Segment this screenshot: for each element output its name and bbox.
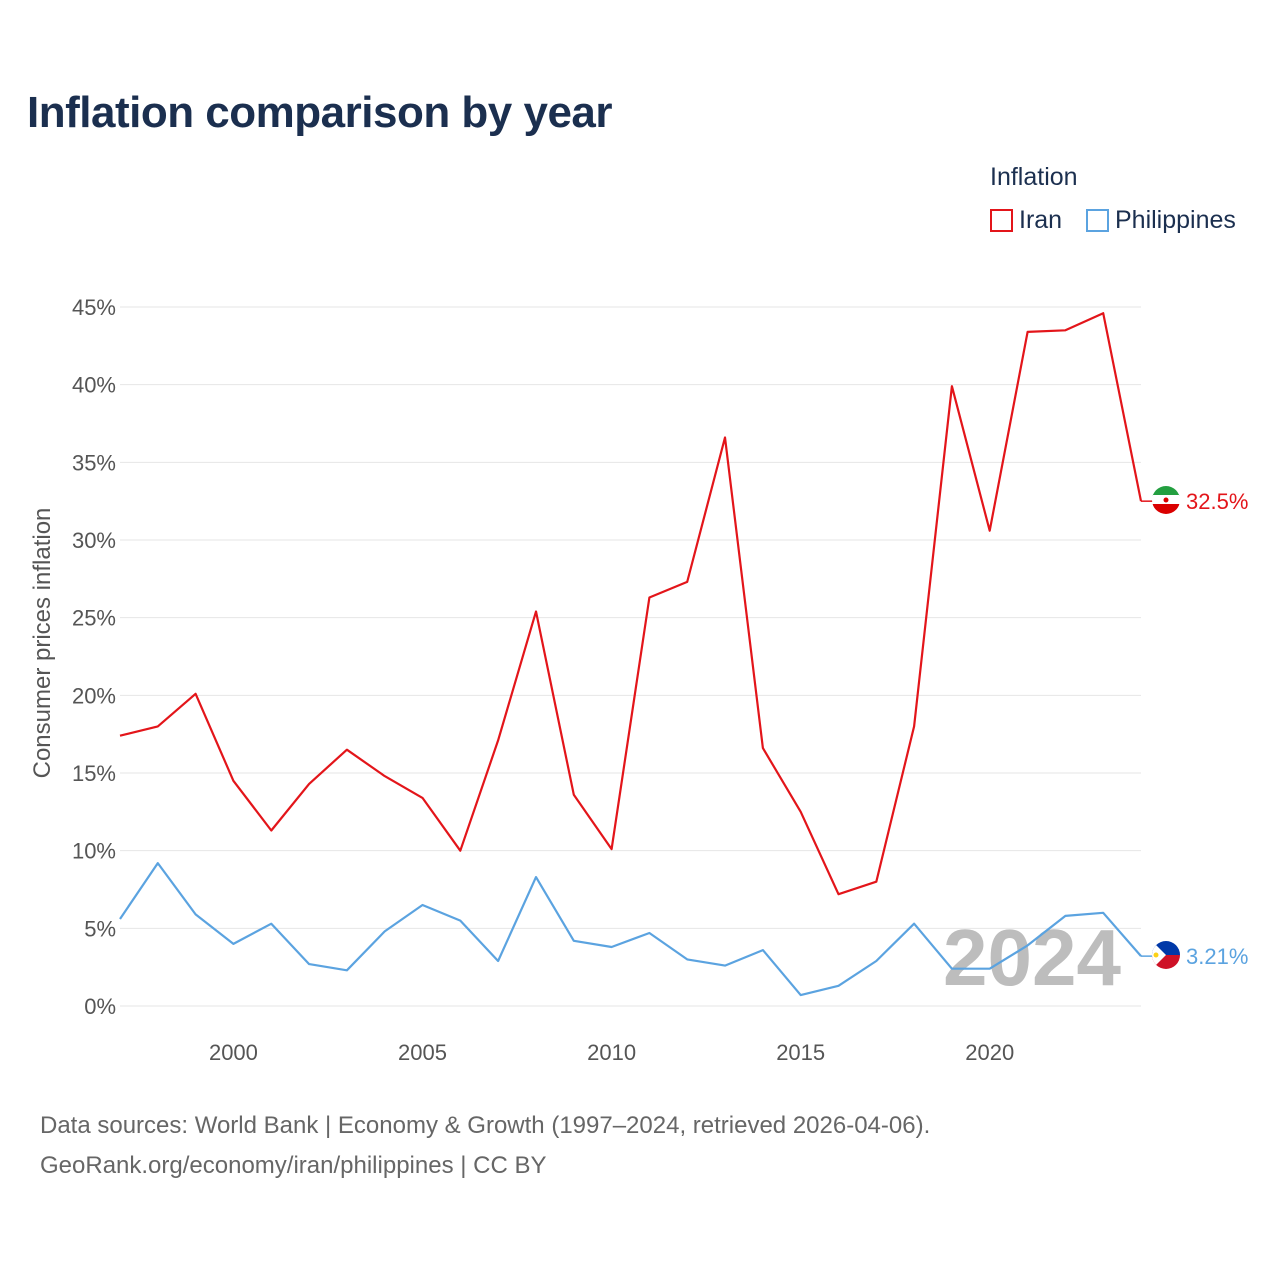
data-point-iran[interactable]	[723, 435, 727, 439]
data-point-philippines[interactable]	[685, 957, 689, 961]
series-line-iran[interactable]	[119, 312, 1143, 896]
data-point-philippines[interactable]	[988, 967, 992, 971]
legend-item-iran[interactable]: Iran	[990, 205, 1062, 235]
data-point-philippines[interactable]	[1063, 914, 1067, 918]
legend-label-iran: Iran	[1019, 205, 1063, 234]
data-point-iran[interactable]	[799, 810, 803, 814]
data-point-iran[interactable]	[685, 580, 689, 584]
data-point-philippines[interactable]	[950, 967, 954, 971]
chart-title: Inflation comparison by year	[27, 88, 613, 137]
data-point-philippines[interactable]	[572, 939, 576, 943]
data-point-iran[interactable]	[874, 880, 878, 884]
data-point-philippines[interactable]	[496, 959, 500, 963]
data-point-iran[interactable]	[836, 892, 840, 896]
data-point-iran[interactable]	[118, 734, 122, 738]
data-point-philippines[interactable]	[647, 931, 651, 935]
philippines-flag-icon	[1152, 941, 1180, 969]
data-point-philippines[interactable]	[534, 875, 538, 879]
data-point-iran[interactable]	[383, 774, 387, 778]
end-label-philippines: 3.21%	[1186, 944, 1248, 969]
iran-flag-icon	[1152, 486, 1180, 514]
series-line-philippines[interactable]	[119, 862, 1142, 997]
y-tick-label: 35%	[72, 450, 116, 475]
data-point-philippines[interactable]	[345, 968, 349, 972]
data-point-philippines[interactable]	[307, 962, 311, 966]
data-point-iran[interactable]	[156, 724, 160, 728]
data-point-philippines[interactable]	[458, 919, 462, 923]
data-point-philippines[interactable]	[269, 922, 273, 926]
data-point-iran[interactable]	[1101, 311, 1105, 315]
data-point-iran[interactable]	[194, 692, 198, 696]
data-point-iran[interactable]	[458, 849, 462, 853]
y-tick-label: 45%	[72, 295, 116, 320]
data-point-iran[interactable]	[345, 748, 349, 752]
y-tick-label: 20%	[72, 683, 116, 708]
x-tick-label: 2015	[776, 1040, 825, 1065]
data-point-iran[interactable]	[1063, 328, 1067, 332]
data-source: Data sources: World Bank | Economy & Gro…	[40, 1106, 930, 1186]
legend-swatch-philippines	[1086, 208, 1109, 232]
data-point-philippines[interactable]	[1026, 943, 1030, 947]
data-point-philippines[interactable]	[156, 861, 160, 865]
source-line-1: Data sources: World Bank | Economy & Gro…	[40, 1112, 931, 1139]
y-tick-label: 10%	[72, 839, 116, 864]
y-tick-label: 30%	[72, 528, 116, 553]
x-tick-label: 2005	[398, 1040, 447, 1065]
data-point-iran[interactable]	[647, 595, 651, 599]
y-tick-label: 25%	[72, 606, 116, 631]
data-point-iran[interactable]	[1026, 330, 1030, 334]
data-point-iran[interactable]	[912, 724, 916, 728]
data-point-philippines[interactable]	[799, 993, 803, 997]
y-tick-label: 5%	[84, 916, 116, 941]
data-point-iran[interactable]	[421, 796, 425, 800]
data-point-philippines[interactable]	[761, 948, 765, 952]
data-point-iran[interactable]	[988, 529, 992, 533]
data-point-philippines[interactable]	[118, 917, 122, 921]
source-line-2[interactable]: GeoRank.org/economy/iran/philippines | C…	[40, 1152, 547, 1179]
x-tick-label: 2010	[587, 1040, 636, 1065]
legend-swatch-iran	[990, 208, 1013, 232]
data-point-philippines[interactable]	[723, 964, 727, 968]
line-chart: 0% 5% 10% 15% 20% 25% 30% 35% 40% 45% 2000 2005 201…	[29, 295, 1248, 1065]
year-watermark: 2024	[943, 913, 1121, 1002]
data-point-philippines[interactable]	[194, 912, 198, 916]
data-point-iran[interactable]	[534, 609, 538, 613]
data-point-philippines[interactable]	[1101, 911, 1105, 915]
data-point-philippines[interactable]	[874, 959, 878, 963]
legend-label-philippines: Philippines	[1115, 205, 1236, 234]
y-tick-label: 15%	[72, 761, 116, 786]
data-point-iran[interactable]	[610, 847, 614, 851]
data-point-philippines[interactable]	[231, 942, 235, 946]
y-axis-title: Consumer prices inflation	[29, 508, 56, 779]
data-point-philippines[interactable]	[383, 929, 387, 933]
data-point-iran[interactable]	[572, 793, 576, 797]
legend-title: Inflation	[990, 163, 1078, 191]
data-point-iran[interactable]	[761, 746, 765, 750]
data-point-iran[interactable]	[307, 782, 311, 786]
data-point-iran[interactable]	[231, 779, 235, 783]
data-point-philippines[interactable]	[912, 922, 916, 926]
y-tick-label: 0%	[84, 994, 116, 1019]
data-point-iran[interactable]	[950, 384, 954, 388]
data-point-iran[interactable]	[269, 828, 273, 832]
x-tick-label: 2020	[965, 1040, 1014, 1065]
data-point-philippines[interactable]	[836, 984, 840, 988]
data-point-philippines[interactable]	[610, 945, 614, 949]
data-point-philippines[interactable]	[421, 903, 425, 907]
legend-item-philippines[interactable]: Philippines	[1086, 205, 1236, 235]
x-tick-label: 2000	[209, 1040, 258, 1065]
end-label-iran: 32.5%	[1186, 489, 1248, 514]
data-point-iran[interactable]	[496, 738, 500, 742]
y-tick-label: 40%	[72, 373, 116, 398]
